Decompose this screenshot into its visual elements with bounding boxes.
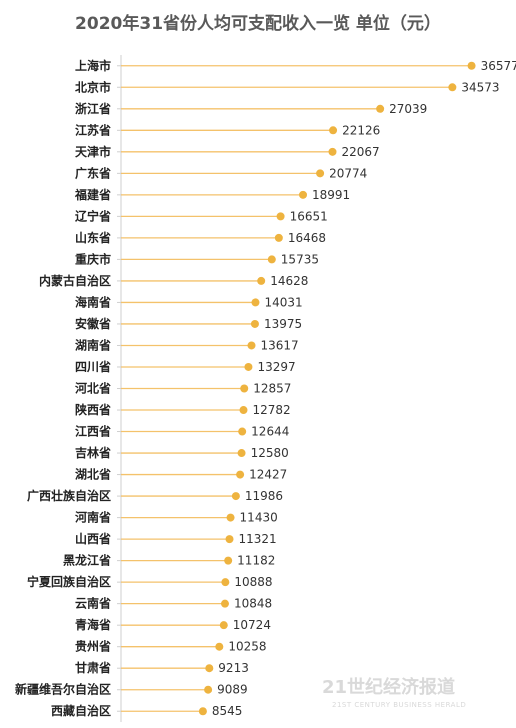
data-label: 34573 [461, 80, 499, 94]
bar-end-dot [247, 341, 256, 350]
bar-end-dot [316, 169, 325, 178]
bar-end-dot [251, 298, 260, 307]
data-label: 11986 [245, 489, 283, 503]
data-label: 12644 [251, 425, 289, 439]
bar-end-dot [448, 83, 457, 92]
category-label: 云南省 [75, 596, 111, 611]
data-label: 36577 [481, 59, 516, 73]
category-label: 湖北省 [75, 467, 111, 482]
data-label: 16651 [290, 209, 328, 223]
category-label: 江苏省 [75, 122, 111, 137]
category-label: 安徽省 [75, 316, 111, 331]
data-label: 13617 [261, 338, 299, 352]
data-label: 12580 [251, 446, 289, 460]
data-label: 14628 [270, 274, 308, 288]
category-label: 浙江省 [75, 101, 111, 116]
bar-end-dot [267, 255, 276, 264]
category-label: 青海省 [75, 617, 111, 632]
data-label: 12427 [249, 468, 287, 482]
bar-end-dot [224, 556, 233, 565]
data-label: 15735 [281, 252, 319, 266]
data-label: 10724 [233, 618, 271, 632]
data-label: 18991 [312, 188, 350, 202]
category-label: 福建省 [74, 187, 111, 202]
bar-end-dot [225, 535, 234, 544]
category-label: 辽宁省 [75, 208, 111, 223]
data-label: 11182 [237, 554, 275, 568]
category-label: 海南省 [75, 294, 111, 309]
category-label: 江西省 [75, 424, 111, 439]
data-label: 8545 [212, 704, 243, 718]
category-label: 新疆维吾尔自治区 [15, 682, 111, 697]
data-label: 9089 [217, 683, 248, 697]
data-label: 27039 [389, 102, 427, 116]
category-label: 北京市 [75, 79, 111, 94]
category-label: 广西壮族自治区 [27, 488, 111, 503]
bar-end-dot [204, 685, 213, 694]
category-label: 广东省 [75, 165, 111, 180]
bar-end-dot [219, 621, 228, 630]
data-label: 11430 [240, 511, 278, 525]
bar-end-dot [238, 427, 247, 436]
category-label: 陕西省 [75, 402, 111, 417]
bar-end-dot [198, 707, 207, 716]
category-label: 宁夏回族自治区 [27, 574, 111, 589]
bar-end-dot [215, 642, 224, 651]
category-label: 内蒙古自治区 [39, 273, 111, 288]
bar-end-dot [329, 126, 338, 135]
category-label: 河南省 [74, 510, 111, 525]
category-label: 湖南省 [75, 337, 111, 352]
bar-end-dot [231, 492, 240, 501]
data-label: 13975 [264, 317, 302, 331]
category-label: 贵州省 [75, 639, 111, 654]
bar-end-dot [250, 319, 259, 328]
data-label: 9213 [218, 661, 249, 675]
bar-end-dot [221, 578, 230, 587]
bar-end-dot [239, 406, 248, 415]
bar-end-dot [236, 470, 245, 479]
data-label: 12782 [253, 403, 291, 417]
watermark-subtext: 21ST CENTURY BUSINESS HERALD [332, 701, 466, 709]
category-label: 山东省 [75, 230, 111, 245]
category-label: 山西省 [75, 531, 111, 546]
bar-end-dot [240, 384, 249, 393]
category-label: 河北省 [74, 381, 111, 396]
category-label: 重庆市 [75, 251, 111, 266]
category-label: 西藏自治区 [51, 703, 111, 718]
data-label: 22126 [342, 123, 380, 137]
category-label: 天津市 [75, 144, 111, 159]
bar-end-dot [467, 61, 476, 70]
bar-end-dot [274, 233, 283, 242]
data-label: 10888 [234, 575, 272, 589]
bar-end-dot [220, 599, 229, 608]
category-label: 吉林省 [75, 445, 111, 460]
data-label: 20774 [329, 166, 367, 180]
data-label: 10258 [228, 640, 266, 654]
bar-end-dot [299, 190, 308, 199]
data-label: 22067 [341, 145, 379, 159]
bar-end-dot [257, 276, 266, 285]
bar-end-dot [205, 664, 214, 673]
data-label: 16468 [288, 231, 326, 245]
chart-title: 2020年31省份人均可支配收入一览 单位（元） [75, 13, 441, 34]
bar-end-dot [237, 449, 246, 458]
watermark-text: 21世纪经济报道 [322, 676, 455, 698]
data-label: 13297 [257, 360, 295, 374]
bar-end-dot [276, 212, 285, 221]
category-label: 四川省 [75, 359, 111, 374]
data-label: 11321 [239, 532, 277, 546]
category-label: 上海市 [75, 58, 111, 73]
bar-end-dot [376, 104, 385, 113]
category-label: 甘肃省 [75, 660, 111, 675]
watermark: 21世纪经济报道 21ST CENTURY BUSINESS HERALD [322, 676, 466, 709]
data-label: 10848 [234, 597, 272, 611]
bar-end-dot [328, 147, 337, 156]
bar-end-dot [226, 513, 235, 522]
bar-end-dot [244, 362, 253, 371]
data-label: 14031 [264, 295, 302, 309]
category-label: 黑龙江省 [63, 553, 111, 568]
data-label: 12857 [253, 382, 291, 396]
